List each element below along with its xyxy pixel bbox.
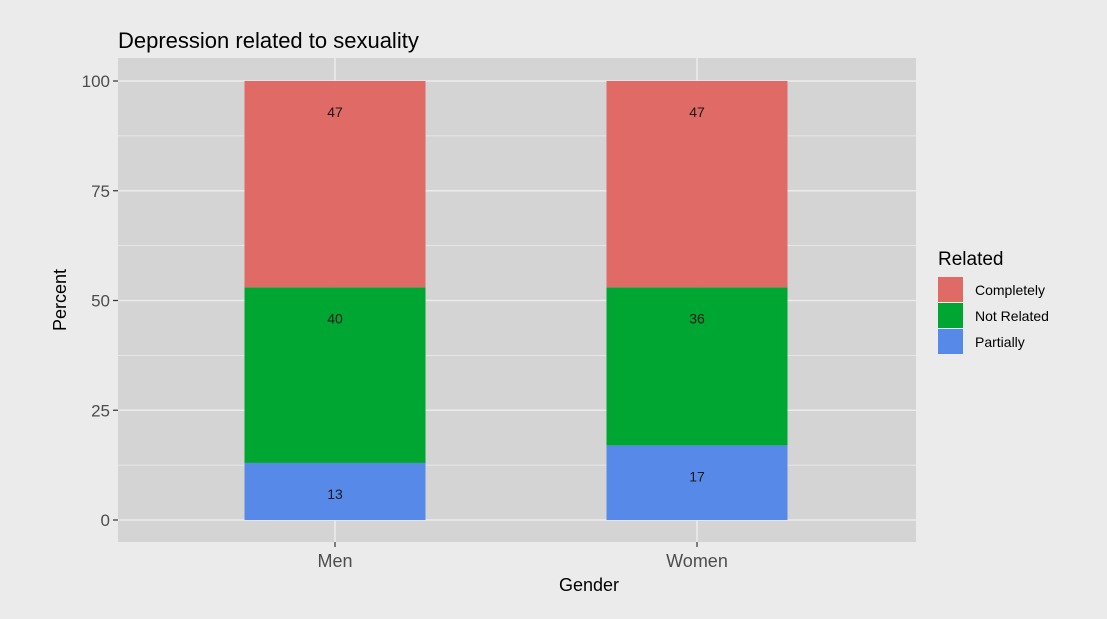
chart-title: Depression related to sexuality <box>118 28 419 53</box>
bar-not-related-women <box>606 287 788 446</box>
x-tick-label: Men <box>317 551 352 571</box>
bar-not-related-men <box>244 287 426 463</box>
y-tick-label: 0 <box>101 511 110 530</box>
y-axis-title: Percent <box>50 269 70 331</box>
legend-key-not-related <box>938 303 963 328</box>
plot-panel <box>118 58 916 542</box>
y-tick-label: 50 <box>91 292 110 311</box>
legend-key-completely <box>938 277 963 302</box>
legend: Related Completely Not Related Partially <box>938 249 1049 354</box>
y-tick-label: 25 <box>91 401 110 420</box>
data-label: 13 <box>327 486 343 502</box>
data-label: 47 <box>689 104 705 120</box>
data-label: 36 <box>689 310 705 326</box>
bar-partially-women <box>606 445 788 520</box>
legend-key-partially <box>938 329 963 354</box>
legend-label: Not Related <box>975 308 1049 324</box>
bar-completely-men <box>244 81 426 288</box>
bar-partially-men <box>244 462 426 520</box>
data-labels: 13 40 47 17 36 47 <box>327 104 705 502</box>
x-axis-title: Gender <box>559 575 619 595</box>
legend-title: Related <box>938 249 1004 270</box>
y-tick-label: 75 <box>91 182 110 201</box>
x-axis: Men Women <box>317 542 728 571</box>
data-label: 17 <box>689 468 705 484</box>
legend-label: Partially <box>975 334 1025 350</box>
bar-completely-women <box>606 81 788 288</box>
legend-label: Completely <box>975 282 1045 298</box>
y-tick-label: 100 <box>82 72 110 91</box>
y-axis: 0 25 50 75 100 <box>82 72 118 530</box>
bars <box>244 81 788 520</box>
data-label: 47 <box>327 104 343 120</box>
x-tick-label: Women <box>666 551 728 571</box>
data-label: 40 <box>327 310 343 326</box>
